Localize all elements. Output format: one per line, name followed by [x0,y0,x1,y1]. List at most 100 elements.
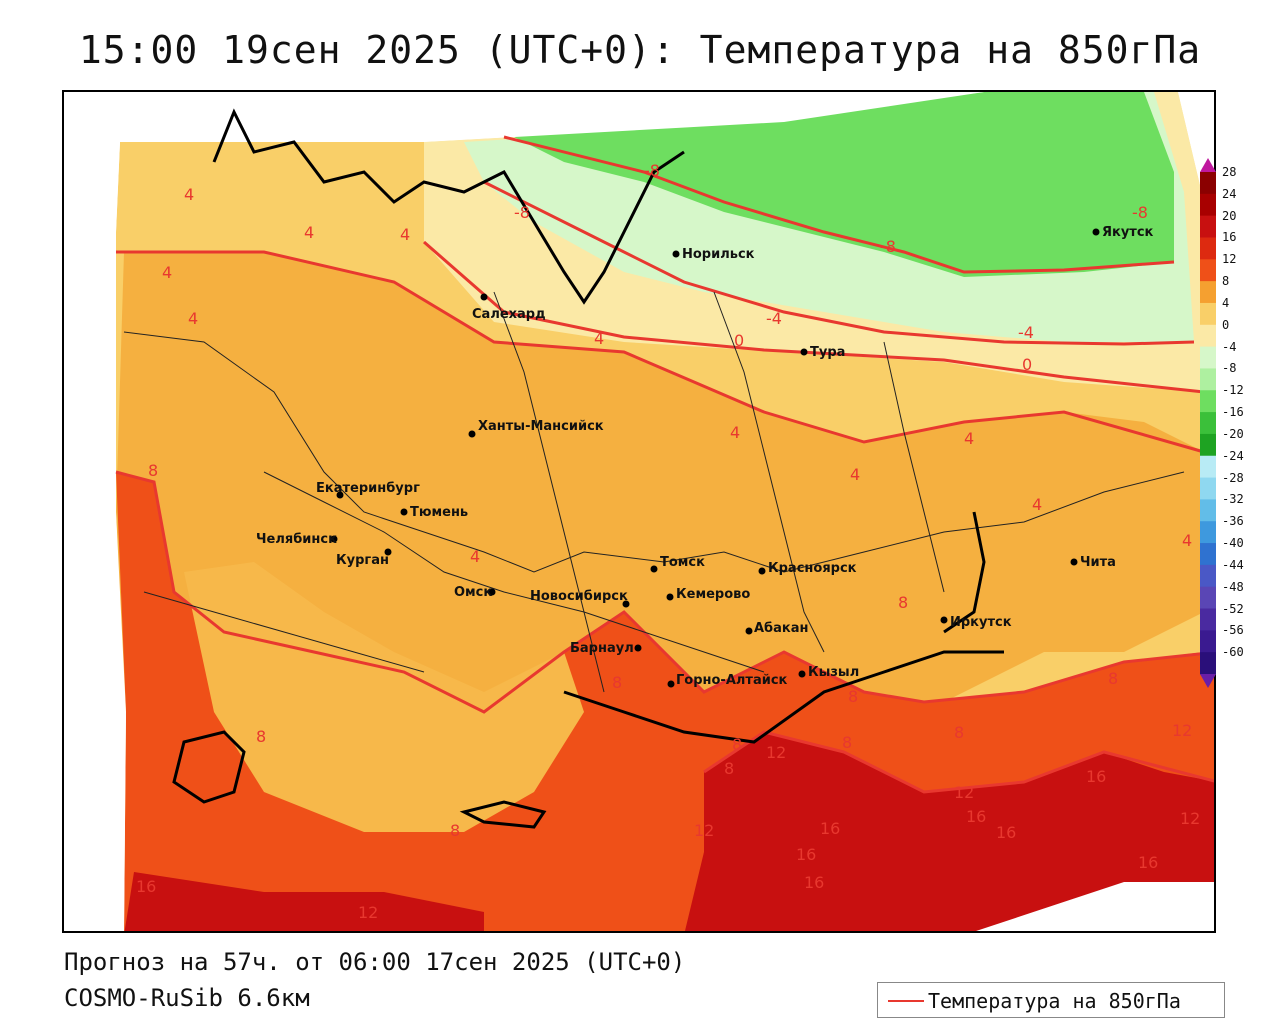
city-label-kyzyl: Кызыл [808,665,859,680]
iso-label: 8 [450,821,460,840]
zone-minus8 [504,92,1174,277]
colorbar-cell [1200,368,1216,391]
city-dot-krasnoyarsk [758,567,766,575]
colorbar-tick-label: 24 [1222,186,1237,201]
city-label-salekhard: Салехард [472,307,546,322]
iso-label: 12 [694,821,714,840]
colorbar-tick-label: 4 [1222,295,1230,310]
iso-label: 12 [1172,721,1192,740]
colorbar-tick-label: -20 [1222,426,1244,441]
colorbar-tick-label: 12 [1222,252,1237,267]
colorbar-tick-label: -16 [1222,405,1244,420]
admin-borders [123,291,1185,693]
iso-label: -4 [766,309,782,328]
colorbar-cell [1200,324,1216,348]
city-label-yakutsk: Якутск [1102,225,1154,240]
iso-label: 16 [1138,853,1158,872]
iso-label: 4 [162,263,172,282]
city-dot-omsk [488,588,496,596]
zone-plus8-plain [184,562,584,832]
colorbar-tick-label: -60 [1222,645,1244,660]
colorbar-cell [1200,433,1216,457]
colorbar [1200,158,1216,688]
colorbar-tick-label: -32 [1222,492,1244,507]
colorbar-cell [1200,608,1216,631]
city-label-norilsk: Норильск [682,247,755,262]
iso-label: 4 [470,547,480,566]
iso-label: 12 [766,743,786,762]
iso-label: 16 [820,819,840,838]
city-dot-novosibirsk [622,600,630,608]
city-dot-salekhard [480,293,488,301]
city-dot-chelyabinsk [330,535,338,543]
iso-label: 8 [612,673,622,692]
city-label-tomsk: Томск [660,555,705,570]
colorbar-tick-label: -24 [1222,448,1244,463]
legend-label: Температура на 850гПа [928,989,1181,1013]
iso-label: -4 [1018,323,1034,342]
zone-plus16-west [124,872,484,931]
colorbar-cell [1200,586,1216,610]
colorbar-tick-label: -8 [1222,361,1237,376]
colorbar-tick-label: 16 [1222,230,1237,245]
city-dot-barnaul [634,644,642,652]
colorbar-tick-label: -28 [1222,470,1244,485]
colorbar-tick-label: -36 [1222,514,1244,529]
iso-label: 4 [400,225,410,244]
city-dot-kemerovo [666,593,674,601]
colorbar-cell [1200,652,1216,675]
city-dot-yakutsk [1092,228,1100,236]
iso-label: 12 [358,903,378,922]
iso-label: 16 [996,823,1016,842]
city-label-chita: Чита [1080,555,1116,570]
iso-label: 4 [1032,495,1042,514]
outside-bottom-right [976,882,1214,931]
iso-label: 8 [724,759,734,778]
legend-line-swatch [888,1000,924,1002]
colorbar-tick-label: -52 [1222,601,1244,616]
city-label-krasnoyarsk: Красноярск [768,561,857,576]
iso-label: 4 [964,429,974,448]
colorbar-cell [1200,259,1216,282]
colorbar-top-arrow [1200,158,1216,172]
colorbar-tick-label: -44 [1222,557,1244,572]
colorbar-cell [1200,477,1216,500]
iso-label: 8 [732,735,742,754]
iso-label: 4 [304,223,314,242]
colorbar-tick-label: -4 [1222,339,1237,354]
city-label-chelyabinsk: Челябинск [256,532,337,547]
colorbar-tick-label: 28 [1222,165,1237,179]
colorbar-cell [1200,499,1216,522]
city-label-tyumen: Тюмень [410,505,468,520]
colorbar-cell [1200,302,1216,326]
colorbar-cell [1200,455,1216,479]
city-label-omsk: Омск [454,585,492,600]
iso-label: 4 [730,423,740,442]
iso-label: 16 [966,807,986,826]
colorbar-cell [1200,193,1216,217]
iso-label: 16 [804,873,824,892]
forecast-info: Прогноз на 57ч. от 06:00 17сен 2025 (UTC… [64,948,686,976]
isotherm-labels: -8 -8 -8 -8 -4 -4 0 0 4 4 4 4 4 4 4 4 4 … [136,161,1200,922]
iso-label: -8 [1132,203,1148,222]
colorbar-cell [1200,564,1216,588]
colorbar-tick-label: -56 [1222,623,1244,638]
map-area: Норильск Якутск Салехард Тура Ханты-Манс… [62,90,1216,933]
iso-label: 8 [954,723,964,742]
iso-label: 8 [848,687,858,706]
iso-label: 8 [256,727,266,746]
city-label-irkutsk: Иркутск [950,615,1012,630]
iso-label: 4 [850,465,860,484]
colorbar-cell [1200,390,1216,413]
city-dot-chita [1070,558,1078,566]
colorbar-bottom-arrow [1200,674,1216,688]
colorbar-cell [1200,172,1216,195]
iso-label: 8 [898,593,908,612]
colorbar-cell [1200,237,1216,260]
iso-label: 4 [1182,531,1192,550]
city-label-barnaul: Барнаул [570,641,634,656]
city-dot-khanty [468,430,476,438]
city-dot-tomsk [650,565,658,573]
colorbar-cell [1200,521,1216,544]
colorbar-cell [1200,281,1216,304]
